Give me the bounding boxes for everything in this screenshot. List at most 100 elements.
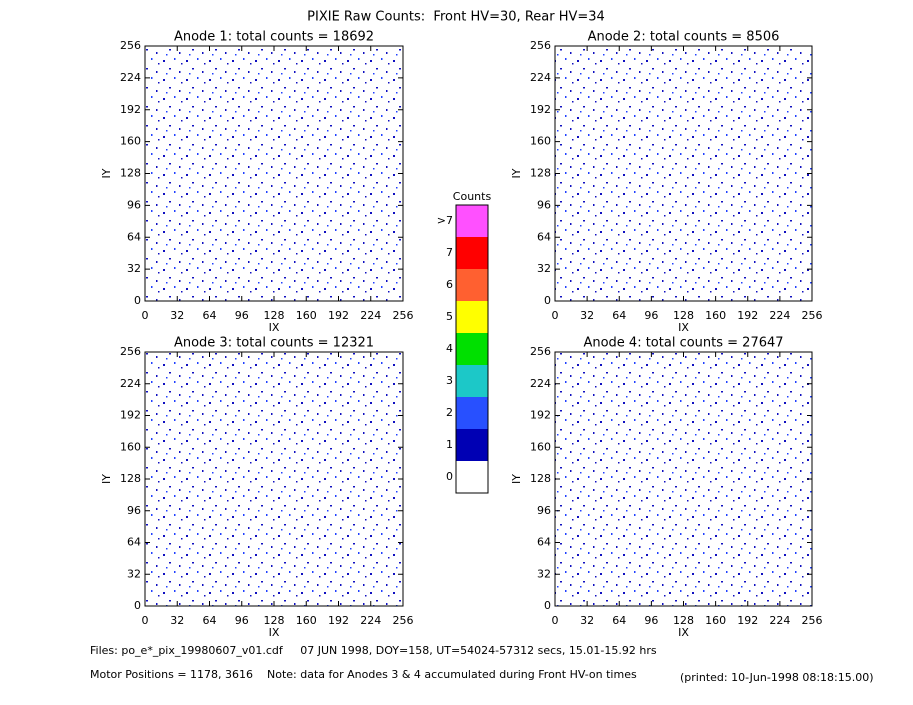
y-tick-label: 128 [120, 472, 141, 485]
colorbar-label: 1 [446, 438, 453, 451]
colorbar-label: 3 [446, 374, 453, 387]
x-tick-label: 160 [296, 309, 317, 322]
x-tick-label: 32 [580, 309, 594, 322]
color-box [456, 461, 488, 493]
y-tick-label: 160 [530, 135, 551, 148]
y-tick-label: 224 [120, 71, 141, 84]
colorbar-frame [455, 204, 489, 494]
y-tick-label: 160 [530, 440, 551, 453]
x-tick-label: 96 [235, 309, 249, 322]
x-tick-label: 0 [142, 614, 149, 627]
x-tick-label: 224 [769, 309, 790, 322]
x-tick-label: 0 [552, 614, 559, 627]
x-tick-label: 32 [170, 309, 184, 322]
x-tick-label: 192 [737, 614, 758, 627]
plot-area [555, 352, 812, 606]
color-box [456, 269, 488, 301]
x-tick-label: 128 [673, 309, 694, 322]
x-tick-label: 32 [170, 614, 184, 627]
panel-title: Anode 3: total counts = 12321 [174, 336, 374, 351]
footer-printed: (printed: 10-Jun-1998 08:18:15.00) [680, 671, 874, 684]
x-tick-label: 0 [142, 309, 149, 322]
footer-motor: Motor Positions = 1178, 3616 Note: data … [90, 668, 637, 681]
x-tick-label: 128 [264, 309, 285, 322]
color-box [456, 333, 488, 365]
y-tick-label: 128 [530, 167, 551, 180]
y-tick-label: 0 [134, 599, 141, 612]
x-tick-label: 224 [769, 614, 790, 627]
y-tick-label: 32 [127, 262, 141, 275]
color-box [456, 365, 488, 397]
y-tick-label: 256 [120, 39, 141, 52]
y-tick-label: 192 [120, 409, 141, 422]
x-axis-label: IX [678, 626, 689, 639]
x-tick-label: 256 [802, 309, 823, 322]
y-tick-label: 224 [530, 377, 551, 390]
y-tick-label: 256 [530, 39, 551, 52]
y-tick-label: 32 [537, 262, 551, 275]
colorbar-label: 5 [446, 310, 453, 323]
plot-area [145, 46, 403, 301]
x-tick-label: 160 [705, 614, 726, 627]
x-axis-label: IX [269, 321, 280, 334]
y-tick-label: 64 [127, 536, 141, 549]
x-tick-label: 256 [393, 309, 414, 322]
y-tick-label: 224 [530, 71, 551, 84]
y-tick-label: 224 [120, 377, 141, 390]
x-tick-label: 224 [360, 309, 381, 322]
footer-files: Files: po_e*_pix_19980607_v01.cdf 07 JUN… [90, 644, 657, 657]
y-tick-label: 96 [127, 504, 141, 517]
x-tick-label: 256 [802, 614, 823, 627]
y-tick-label: 32 [537, 567, 551, 580]
y-tick-label: 128 [120, 167, 141, 180]
colorbar-label: 2 [446, 406, 453, 419]
y-tick-label: 256 [120, 345, 141, 358]
plot-area [555, 46, 812, 301]
x-tick-label: 224 [360, 614, 381, 627]
x-axis-label: IX [269, 626, 280, 639]
y-tick-label: 96 [537, 504, 551, 517]
y-tick-label: 192 [120, 103, 141, 116]
x-tick-label: 32 [580, 614, 594, 627]
x-tick-label: 128 [264, 614, 285, 627]
x-tick-label: 64 [612, 614, 626, 627]
y-tick-label: 0 [544, 294, 551, 307]
y-tick-label: 160 [120, 440, 141, 453]
x-axis-label: IX [678, 321, 689, 334]
colorbar-label: 6 [446, 278, 453, 291]
y-tick-label: 64 [537, 230, 551, 243]
y-tick-label: 192 [530, 103, 551, 116]
y-tick-label: 0 [544, 599, 551, 612]
y-tick-label: 128 [530, 472, 551, 485]
panel-title: Anode 2: total counts = 8506 [588, 30, 780, 45]
x-tick-label: 96 [644, 309, 658, 322]
colorbar-label: 4 [446, 342, 453, 355]
x-tick-label: 160 [705, 309, 726, 322]
y-axis-label: IY [510, 168, 523, 178]
colorbar-label: >7 [437, 214, 453, 227]
y-tick-label: 160 [120, 135, 141, 148]
y-tick-label: 0 [134, 294, 141, 307]
y-tick-label: 96 [537, 198, 551, 211]
y-tick-label: 256 [530, 345, 551, 358]
panel-title: Anode 1: total counts = 18692 [174, 30, 374, 45]
colorbar-title: Counts [453, 190, 492, 203]
x-tick-label: 256 [393, 614, 414, 627]
x-tick-label: 160 [296, 614, 317, 627]
color-box [456, 237, 488, 269]
x-tick-label: 96 [235, 614, 249, 627]
x-tick-label: 192 [328, 614, 349, 627]
x-tick-label: 64 [203, 309, 217, 322]
x-tick-label: 192 [737, 309, 758, 322]
colorbar-label: 0 [446, 470, 453, 483]
x-tick-label: 64 [612, 309, 626, 322]
color-box [456, 205, 488, 237]
y-tick-label: 192 [530, 409, 551, 422]
colorbar-label: 7 [446, 246, 453, 259]
plot-area [145, 352, 403, 606]
y-tick-label: 96 [127, 198, 141, 211]
x-tick-label: 128 [673, 614, 694, 627]
color-box [456, 429, 488, 461]
x-tick-label: 192 [328, 309, 349, 322]
